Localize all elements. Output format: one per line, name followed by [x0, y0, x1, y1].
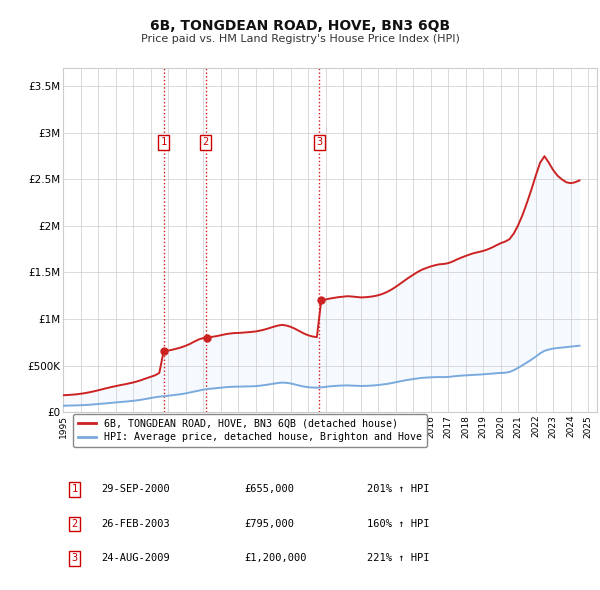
Text: 1: 1: [161, 137, 167, 148]
Text: 29-SEP-2000: 29-SEP-2000: [101, 484, 170, 494]
Text: 221% ↑ HPI: 221% ↑ HPI: [367, 553, 430, 563]
Text: £795,000: £795,000: [245, 519, 295, 529]
Legend: 6B, TONGDEAN ROAD, HOVE, BN3 6QB (detached house), HPI: Average price, detached : 6B, TONGDEAN ROAD, HOVE, BN3 6QB (detach…: [73, 414, 427, 447]
Text: 1: 1: [71, 484, 78, 494]
Text: 2: 2: [203, 137, 209, 148]
Text: 201% ↑ HPI: 201% ↑ HPI: [367, 484, 430, 494]
Text: Price paid vs. HM Land Registry's House Price Index (HPI): Price paid vs. HM Land Registry's House …: [140, 34, 460, 44]
Text: 3: 3: [316, 137, 323, 148]
Text: 3: 3: [71, 553, 78, 563]
Text: 2: 2: [71, 519, 78, 529]
Text: 6B, TONGDEAN ROAD, HOVE, BN3 6QB: 6B, TONGDEAN ROAD, HOVE, BN3 6QB: [150, 19, 450, 33]
Text: 26-FEB-2003: 26-FEB-2003: [101, 519, 170, 529]
Text: £655,000: £655,000: [245, 484, 295, 494]
Text: 160% ↑ HPI: 160% ↑ HPI: [367, 519, 430, 529]
Text: £1,200,000: £1,200,000: [245, 553, 307, 563]
Text: 24-AUG-2009: 24-AUG-2009: [101, 553, 170, 563]
